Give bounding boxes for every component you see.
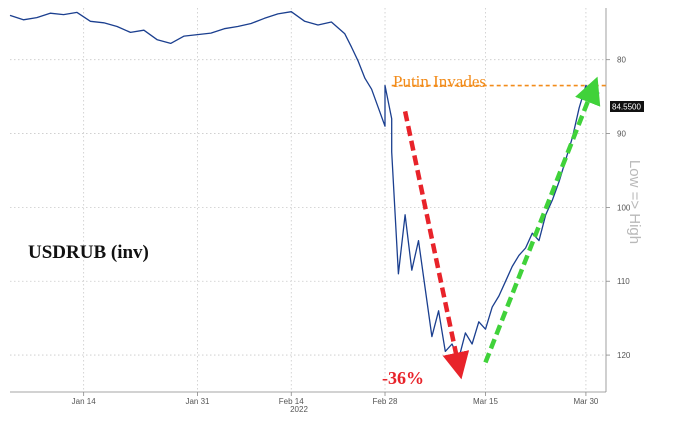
x-tick-label: Jan 14	[72, 397, 97, 406]
y-axis-label: Low => High	[626, 160, 643, 244]
decline-percent-label: -36%	[382, 368, 424, 388]
chart-title: USDRUB (inv)	[28, 242, 149, 263]
y-tick-label: 80	[617, 56, 626, 65]
last-value-text: 84.5500	[612, 103, 641, 112]
axis-layer: 80 90 100 110 120 Jan 14 Jan 31 Feb 14 Feb 28 Mar…	[10, 8, 631, 406]
y-tick-label: 90	[617, 130, 626, 139]
year-label: 2022	[290, 405, 308, 414]
y-tick-label: 100	[617, 203, 631, 212]
x-tick-label: Feb 28	[373, 397, 398, 406]
y-tick-label: 120	[617, 351, 631, 360]
x-tick-label: Jan 31	[185, 397, 210, 406]
putin-invades-label: Putin Invades	[393, 72, 486, 91]
x-tick-label: Mar 30	[573, 397, 598, 406]
annotation-layer	[391, 76, 606, 380]
grid-layer	[10, 8, 606, 392]
x-tick-label: Mar 15	[473, 397, 498, 406]
y-tick-label: 110	[617, 277, 630, 286]
x-tick-label: Feb 14	[279, 397, 304, 406]
series-layer	[9, 11, 600, 360]
recovery-arrow	[483, 76, 601, 364]
last-value-badge: 84.5500	[610, 101, 644, 112]
decline-arrow	[402, 110, 470, 380]
last-value-background	[610, 101, 644, 112]
usdrub-series-line	[9, 11, 600, 360]
